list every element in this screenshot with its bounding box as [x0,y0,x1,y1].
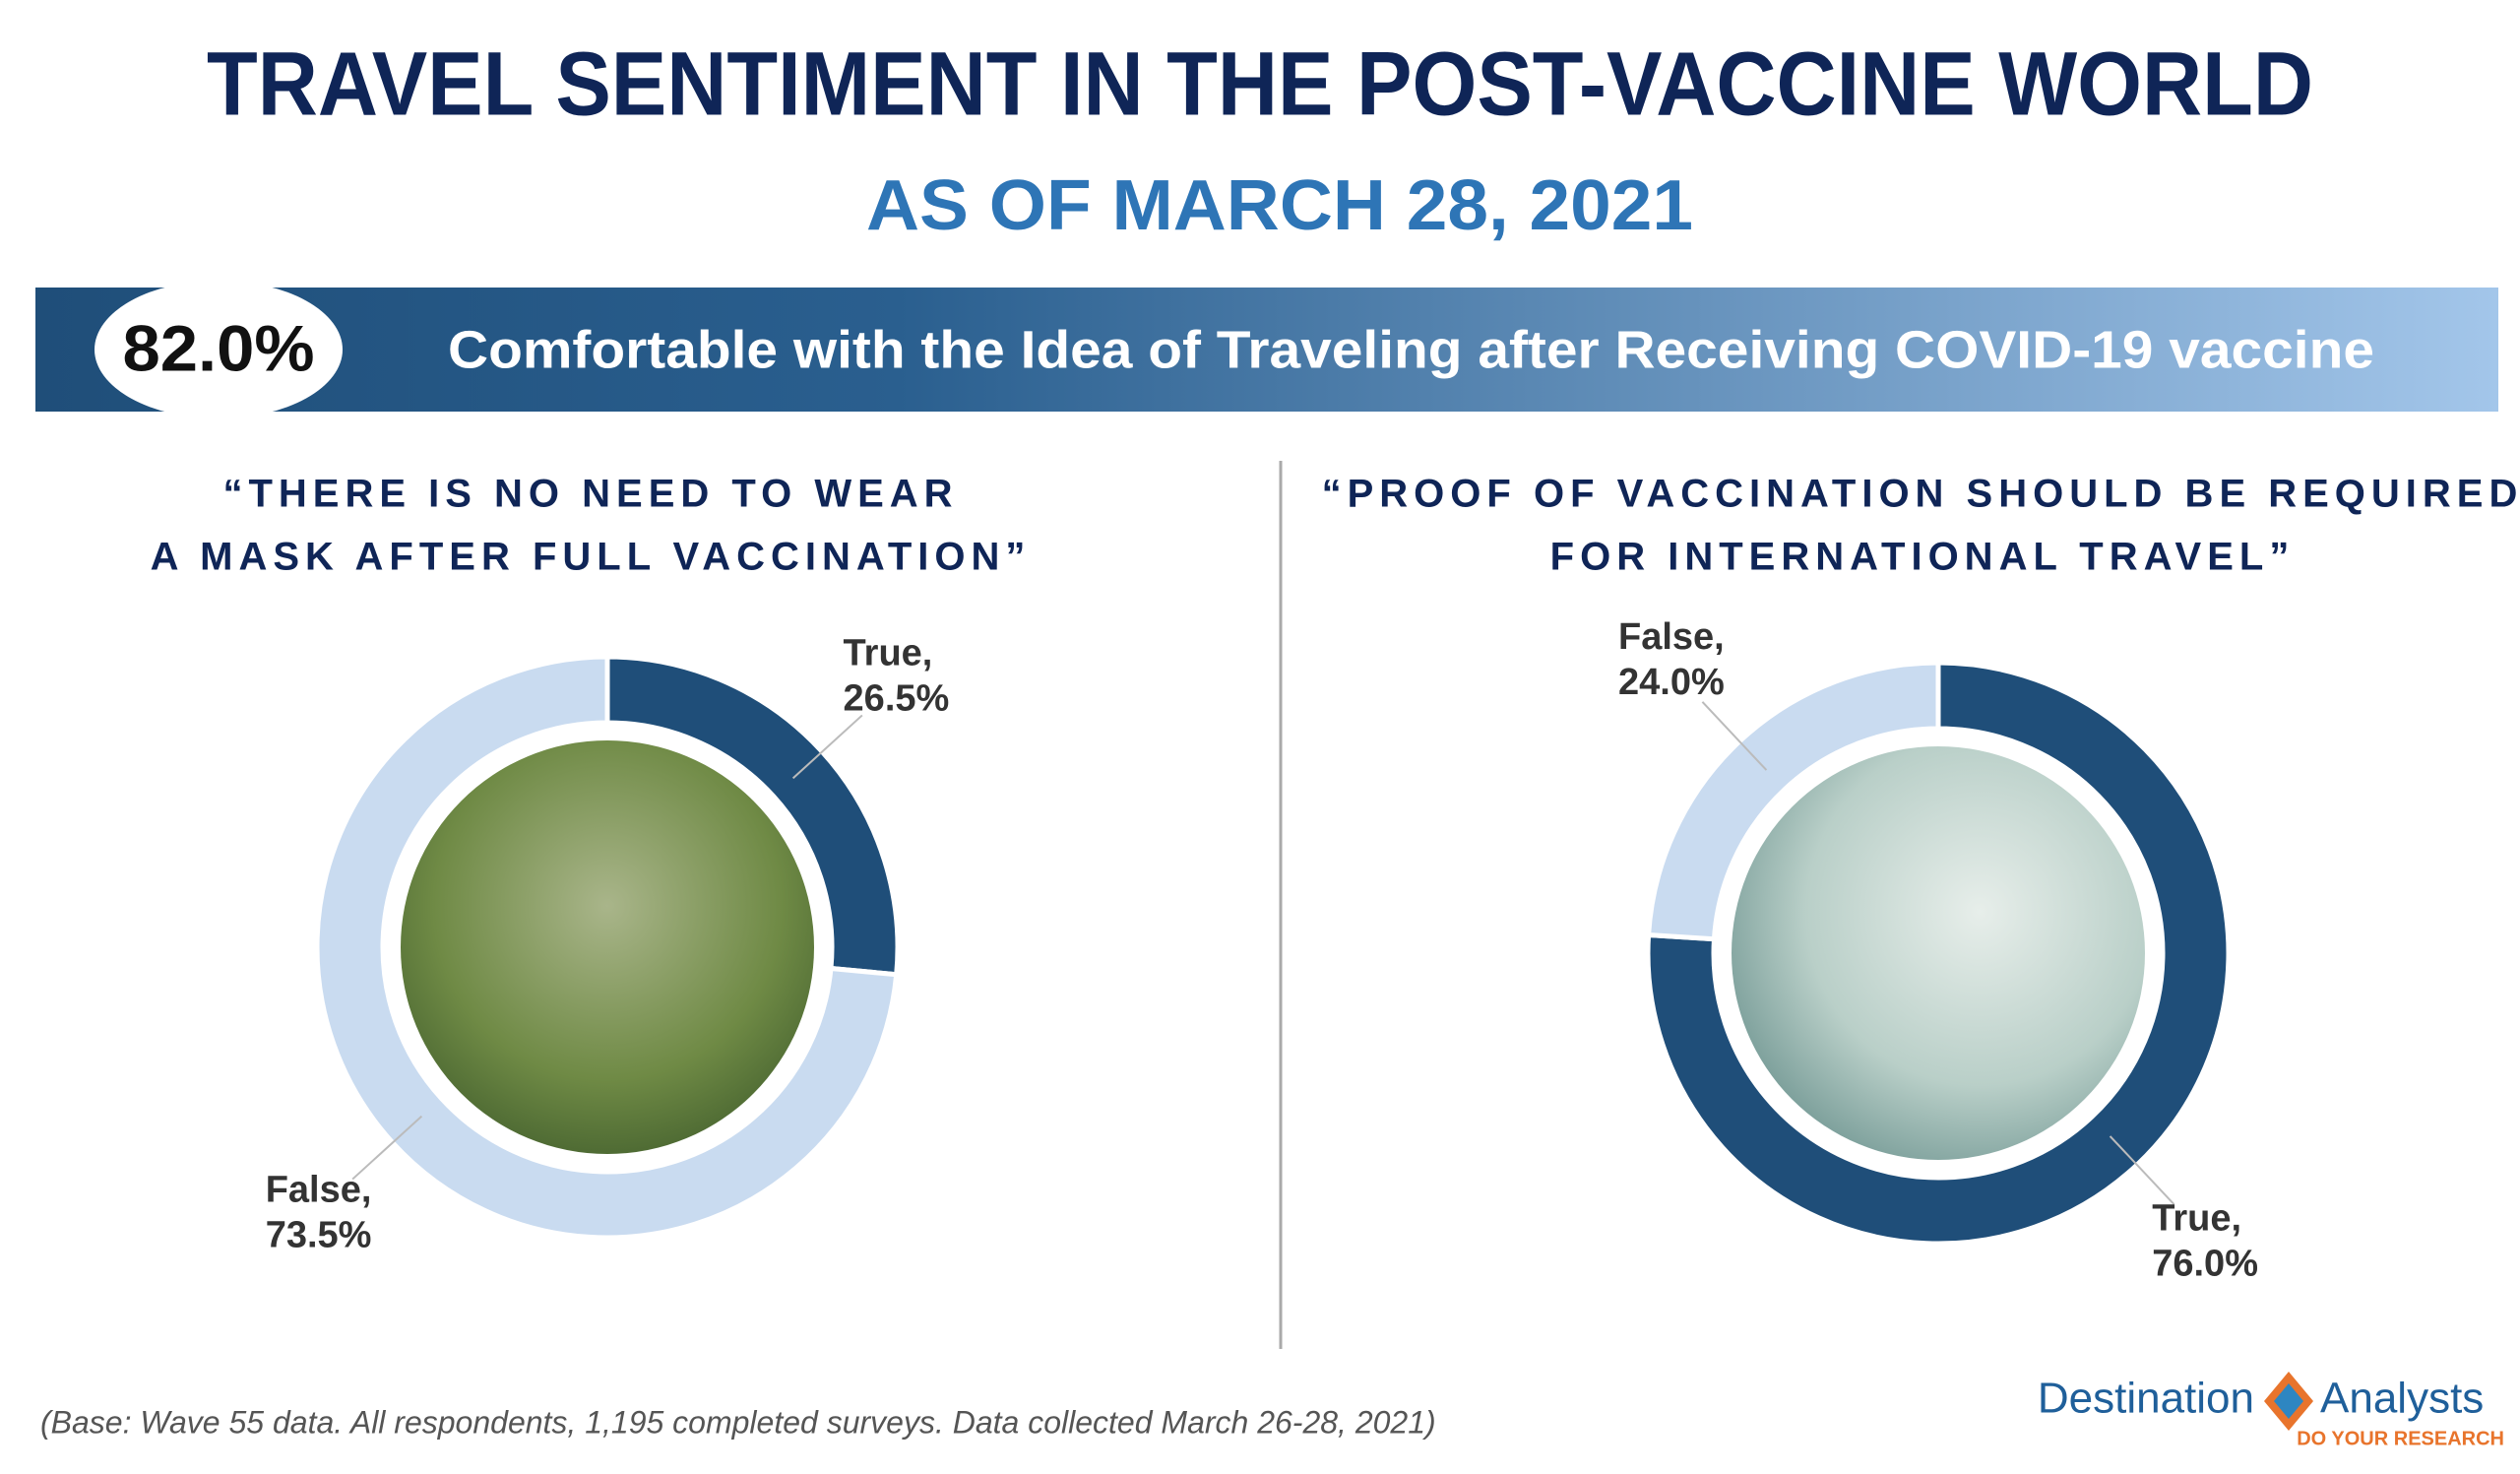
photo [1732,746,2145,1160]
banner-badge [94,281,343,418]
slice-label: True, [2152,1197,2241,1239]
donut-slice [1645,660,1941,942]
slice-label: False, [1618,616,1725,658]
leader-line [2109,1135,2175,1205]
banner [35,288,2498,412]
title: TRAVEL SENTIMENT IN THE POST-VACCINE WOR… [207,33,2313,134]
slice-label: True, [844,632,933,673]
leader-line [1701,701,1768,771]
banner-text: Comfortable with the Idea of Traveling a… [448,320,2374,379]
donut-slice [314,654,900,1241]
logo-tagline: DO YOUR RESEARCH [2297,1428,2504,1449]
logo-mark-inner [2274,1383,2303,1419]
photo [401,740,814,1154]
slice-label: False, [266,1170,372,1211]
banner-figure: 82.0% [123,311,315,384]
logo-right: Analysts [2320,1375,2484,1423]
chart-title: “PROOF OF VACCINATION SHOULD BE REQUIRED [1322,473,2520,516]
footnote: (Base: Wave 55 data. All respondents, 1,… [40,1404,1436,1440]
chart-title: FOR INTERNATIONAL TRAVEL” [1550,536,2296,579]
slice-value-label: 76.0% [2152,1243,2258,1284]
donut-slice [1645,660,2232,1247]
logo-left: Destination [2038,1375,2254,1423]
leader-line [791,714,863,780]
chart-title: A MASK AFTER FULL VACCINATION” [151,536,1032,579]
chart-title: “THERE IS NO NEED TO WEAR [222,473,958,516]
slice-value-label: 73.5% [266,1215,372,1256]
slice-value-label: 24.0% [1618,662,1725,703]
slice-value-label: 26.5% [844,677,950,719]
subtitle: AS OF MARCH 28, 2021 [866,166,1693,245]
leader-line [351,1115,423,1181]
